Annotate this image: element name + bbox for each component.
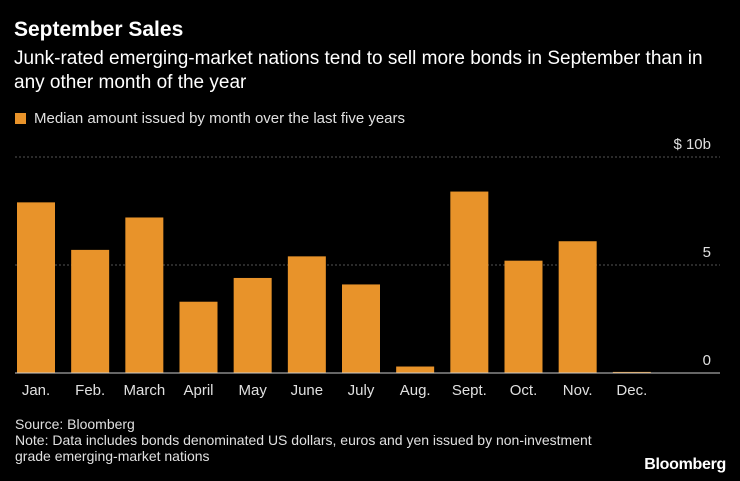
bar bbox=[342, 284, 380, 373]
legend: Median amount issued by month over the l… bbox=[15, 110, 405, 127]
bar bbox=[233, 277, 272, 373]
note-text: Note: Data includes bonds denominated US… bbox=[15, 432, 592, 464]
bar bbox=[504, 260, 543, 373]
source-text: Source: Bloomberg bbox=[15, 416, 135, 432]
x-tick-label: March bbox=[123, 382, 165, 399]
legend-swatch bbox=[15, 113, 26, 124]
y-tick-label: 5 bbox=[703, 244, 711, 261]
x-tick-label: Aug. bbox=[400, 382, 431, 399]
bar bbox=[558, 241, 597, 373]
x-tick-label: Jan. bbox=[22, 382, 50, 399]
bar bbox=[125, 217, 164, 373]
y-tick-label: 0 bbox=[703, 352, 711, 369]
bar bbox=[287, 256, 326, 373]
chart-subtitle: Junk-rated emerging-market nations tend … bbox=[14, 48, 703, 93]
x-tick-label: Oct. bbox=[510, 382, 538, 399]
x-tick-label: Dec. bbox=[616, 382, 647, 399]
footer: Source: Bloomberg Note: Data includes bo… bbox=[15, 416, 615, 464]
bar bbox=[396, 366, 435, 373]
bar bbox=[179, 301, 218, 373]
x-tick-label: May bbox=[238, 382, 267, 399]
bar bbox=[17, 202, 55, 373]
x-tick-label: Nov. bbox=[563, 382, 593, 399]
x-tick-label: April bbox=[183, 382, 213, 399]
x-tick-label: June bbox=[291, 382, 324, 399]
x-tick-label: July bbox=[348, 382, 375, 399]
chart-title: September Sales bbox=[14, 18, 184, 41]
x-tick-label: Sept. bbox=[452, 382, 487, 399]
bar-chart: 0 5 $ 10b Jan. Feb. March April May June July Aug.… bbox=[15, 136, 720, 399]
bar bbox=[71, 249, 110, 373]
y-tick-label: $ 10b bbox=[673, 136, 711, 153]
bloomberg-logo: Bloomberg bbox=[644, 456, 726, 473]
bar bbox=[450, 191, 489, 373]
x-tick-label: Feb. bbox=[75, 382, 105, 399]
legend-label: Median amount issued by month over the l… bbox=[34, 110, 406, 127]
